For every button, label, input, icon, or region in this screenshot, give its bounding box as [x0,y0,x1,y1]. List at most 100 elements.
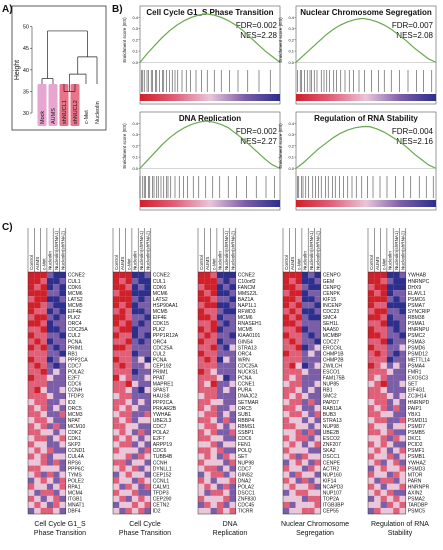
heatmap-cell [374,272,381,279]
heatmap-cell [131,447,139,454]
heatmap-cell [229,399,236,406]
heatmap-cell [283,429,290,436]
gene-label: SMC2 [323,394,337,400]
heatmap-cell [386,296,394,303]
heatmap-cell [125,326,132,333]
heatmap-cell [204,507,211,515]
heatmap-cell [34,314,41,321]
heatmap-cell [308,483,315,490]
heatmap-cell [34,320,41,327]
heatmap-cell [210,362,217,369]
gene-label: MNAT1 [68,503,85,509]
gene-label: CUL1 [153,279,166,285]
heatmap-cell [198,399,205,406]
heatmap-cell [34,302,41,309]
es-curve [139,120,281,169]
gene-label: ESCO2 [323,436,340,442]
gene-label: PSMD7 [408,424,425,430]
heatmap-cell [216,507,224,515]
heatmap-cell [59,471,66,478]
heatmap-cell [53,326,60,333]
heatmap-cell [216,332,224,339]
heatmap-cell [393,302,400,309]
heatmap-cell [308,344,315,351]
heatmap-cell [210,483,217,490]
gene-label: PARN [408,478,422,484]
plot-title: Regulation of RNA Stability [314,114,418,123]
heatmap-cell [28,453,35,460]
heatmap-cell [210,350,217,357]
heatmap-cell [368,495,375,502]
heatmap-cell [40,344,47,351]
heatmap-cell [46,278,54,285]
gene-label: CEP152 [153,472,172,478]
heatmap-cell [368,308,375,315]
plot-frame [295,111,437,211]
gene-label: CDK15 [153,321,169,327]
column-label: Nucleolin [218,251,223,270]
heatmap-cell [374,314,381,321]
heatmap-cell [283,435,290,442]
heatmap-cell [125,441,132,448]
gene-label: DSCC1 [238,491,255,497]
heatmap-cell [28,362,35,369]
heatmap-cell [308,495,315,502]
heatmap-cell [204,368,211,375]
y-tick-label: 0.0 [132,166,138,171]
heatmap-cell [28,399,35,406]
gene-label: TUBB4B [153,454,173,460]
heatmap-cell [295,356,302,363]
heatmap-cell [113,393,120,400]
gene-label: PSMB1 [408,454,425,460]
heatmap-cell [283,302,290,309]
heatmap-cell [229,308,236,315]
heatmap-cell [113,435,120,442]
heatmap-cell [295,435,302,442]
heatmap-cell [138,483,145,490]
heatmap-cell [283,326,290,333]
heatmap-cell [59,447,66,454]
heatmap-cell [283,399,290,406]
gene-label: CEP55 [323,509,339,515]
heatmap-cell [380,284,387,291]
heatmap-cell [46,320,54,327]
heatmap-cell [393,314,400,321]
heatmap-cell [119,308,126,315]
heatmap-cell [210,308,217,315]
y-tick-label: 0.4 [132,15,138,20]
heatmap-cell [138,393,145,400]
column-label: Nucleolin [48,251,53,270]
heatmap-cell [283,272,290,279]
heatmap-cell [210,356,217,363]
y-axis-label: Height [14,60,21,80]
heatmap-cell [46,344,54,351]
heatmap-cell [368,368,375,375]
gene-label: CCNE2 [238,273,255,279]
heatmap-cell [28,423,35,430]
heatmap-cell [59,302,66,309]
column-label: Control [114,255,119,270]
gene-label: RPS6 [68,460,81,466]
heatmap-cell [131,465,139,472]
heatmap-cell [289,507,296,515]
heatmap-cell [34,459,41,466]
heatmap-cell [40,459,47,466]
gene-label: TICRR [238,509,254,515]
heatmap-cell [119,320,126,327]
heatmap-cell [229,393,236,400]
heatmap-cell [53,362,60,369]
heatmap-cell [301,278,309,285]
heatmap-cell [301,356,309,363]
gene-label: RPA1 [68,484,81,490]
heatmap-cell [40,326,47,333]
heatmap-cell [138,399,145,406]
heatmap-cell [119,332,126,339]
heatmap-cell [399,453,406,460]
gene-label: CUL1 [68,279,81,285]
gene-label: CENPK [323,291,341,297]
heatmap-cell [308,302,315,309]
heatmap-cell [229,344,236,351]
heatmap-cell [295,495,302,502]
heatmap-cell [131,441,139,448]
heatmap-cell [301,423,309,430]
